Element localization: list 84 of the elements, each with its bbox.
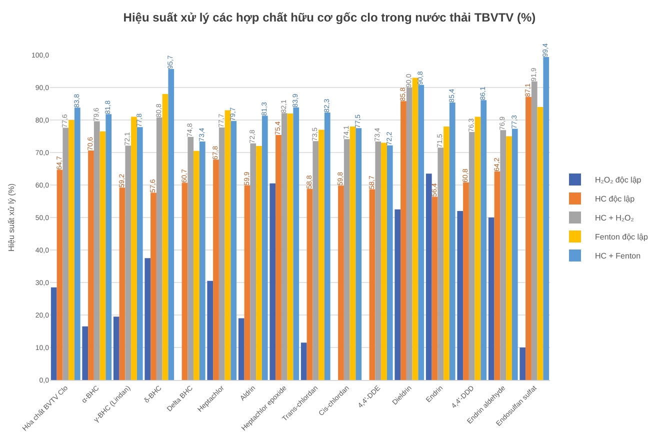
- bar: [512, 128, 518, 380]
- bar: [375, 141, 382, 380]
- bar: [144, 258, 151, 380]
- bar: [293, 107, 300, 380]
- bar: [230, 120, 237, 380]
- legend-label: HC + H₂O₂: [595, 214, 634, 223]
- bar: [74, 108, 80, 380]
- bar: [94, 121, 100, 380]
- bar: [480, 100, 487, 380]
- bar: [386, 145, 393, 380]
- bar: [494, 171, 500, 380]
- bar: [218, 127, 225, 380]
- bar: [194, 150, 200, 380]
- bar: [244, 185, 250, 380]
- bar: [238, 318, 244, 380]
- bar: [62, 128, 69, 380]
- bar: [50, 287, 57, 380]
- bar: [136, 127, 143, 380]
- bar: [356, 128, 362, 380]
- bar: [449, 102, 456, 380]
- bar: [300, 342, 307, 380]
- bar: [338, 186, 344, 380]
- bar: [531, 81, 538, 380]
- bar: [500, 130, 506, 380]
- bar: [56, 170, 63, 380]
- bar: [369, 189, 376, 380]
- bar: [68, 120, 74, 380]
- legend-label: HC + Fenton: [595, 252, 641, 261]
- bar: [506, 136, 512, 380]
- legend-label: HC độc lập: [595, 194, 636, 204]
- bar: [438, 148, 444, 380]
- bar: [468, 132, 475, 380]
- bar: [350, 126, 356, 380]
- bar: [474, 116, 481, 380]
- bar: [125, 146, 132, 380]
- bar: [207, 280, 214, 380]
- bar: [156, 117, 162, 380]
- bar: [394, 209, 401, 380]
- bar: [262, 116, 268, 380]
- legend-label: Fenton độc lập: [595, 232, 648, 242]
- bar: [162, 94, 168, 380]
- bar: [457, 211, 464, 380]
- bar: [418, 84, 424, 380]
- bar: [312, 141, 319, 380]
- bar: [306, 188, 313, 380]
- bar: [119, 188, 126, 380]
- bar: [543, 56, 550, 380]
- bar: [270, 183, 276, 380]
- bar: [168, 68, 174, 380]
- bar: [250, 143, 256, 380]
- bar: [213, 160, 219, 380]
- bar: [106, 114, 112, 380]
- bar: [537, 107, 544, 380]
- bar: [276, 134, 282, 380]
- bar: [256, 146, 262, 380]
- bar: [444, 126, 450, 380]
- bar: [150, 192, 156, 380]
- bar: [287, 114, 294, 380]
- bar: [426, 174, 432, 380]
- bar: [344, 139, 350, 380]
- bar: [526, 96, 532, 380]
- bar: [188, 136, 194, 380]
- bar: [131, 116, 137, 380]
- bar: [100, 131, 106, 380]
- bar: [488, 218, 494, 380]
- y-axis-title: Hiệu suất xử lý (%): [7, 183, 16, 252]
- bar: [88, 150, 94, 380]
- bar: [224, 110, 231, 380]
- bar: [381, 142, 387, 380]
- bar: [324, 112, 330, 380]
- bar: [113, 316, 120, 380]
- bar: [318, 130, 324, 380]
- bar: [281, 113, 288, 380]
- bar: [406, 88, 412, 380]
- bar: [520, 348, 526, 380]
- bar: [412, 78, 418, 380]
- bar: [400, 101, 406, 380]
- chart-title: Hiệu suất xử lý các hợp chất hữu cơ gốc clo trong nước thải TBVTV (%): [123, 10, 536, 25]
- bar: [182, 182, 188, 380]
- bar: [432, 196, 438, 380]
- legend-label: H₂O₂ độc lập: [595, 176, 642, 185]
- bar: [82, 326, 88, 380]
- bar: [199, 141, 206, 380]
- bar: [463, 182, 469, 380]
